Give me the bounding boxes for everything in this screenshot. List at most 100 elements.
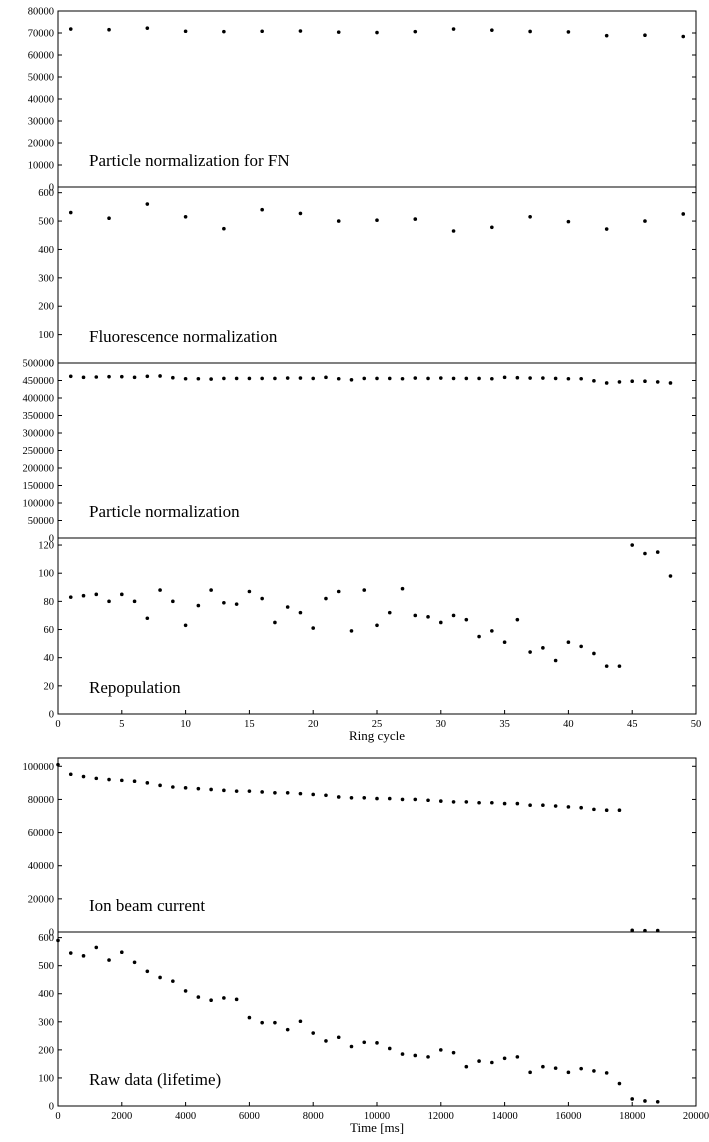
data-point — [375, 623, 379, 628]
data-point — [439, 799, 443, 803]
y-tick-label: 40 — [44, 653, 55, 664]
data-point — [604, 227, 609, 231]
data-point — [528, 376, 532, 380]
data-point — [81, 375, 86, 380]
data-point — [183, 786, 188, 790]
y-tick-label: 450000 — [23, 376, 55, 387]
data-point — [222, 29, 226, 34]
data-point — [490, 800, 494, 805]
data-point — [260, 207, 264, 212]
y-tick-label: 500 — [38, 217, 54, 228]
data-point — [94, 945, 99, 950]
data-point — [298, 1019, 303, 1024]
data-point — [464, 376, 469, 381]
data-point — [209, 588, 213, 592]
y-tick-label: 100 — [38, 1073, 54, 1084]
data-point — [579, 805, 583, 810]
data-point — [349, 378, 354, 382]
data-point — [502, 375, 507, 380]
data-point — [107, 958, 111, 962]
data-point — [630, 379, 634, 384]
x-axis-label: Ring cycle — [349, 728, 405, 743]
panel-title: Ion beam current — [89, 896, 205, 915]
data-point — [541, 646, 545, 650]
y-tick-label: 50000 — [28, 516, 54, 527]
data-point — [362, 376, 367, 381]
data-point — [528, 650, 532, 654]
data-point — [528, 1070, 532, 1075]
y-tick-label: 0 — [49, 710, 54, 721]
data-point — [515, 1055, 520, 1059]
data-point — [132, 599, 137, 604]
y-tick-label: 500 — [38, 961, 54, 972]
data-point — [132, 375, 137, 380]
data-point — [56, 938, 60, 943]
y-tick-label: 30000 — [28, 117, 54, 128]
data-point — [477, 1059, 481, 1063]
x-tick-label: 4000 — [175, 1111, 196, 1122]
data-point — [171, 979, 175, 983]
data-point — [566, 1070, 571, 1075]
y-tick-label: 20000 — [28, 139, 54, 150]
data-point — [477, 376, 481, 381]
data-point — [668, 574, 673, 578]
data-point — [617, 380, 622, 384]
data-point — [222, 600, 226, 605]
data-point — [120, 592, 124, 597]
y-tick-label: 200000 — [23, 464, 55, 475]
data-point — [56, 762, 60, 767]
data-point — [209, 377, 213, 381]
data-point — [298, 791, 303, 796]
data-point — [375, 1041, 379, 1045]
data-point — [120, 374, 124, 379]
data-point — [324, 375, 328, 380]
data-point — [655, 1099, 660, 1104]
data-point — [336, 376, 341, 381]
data-point — [566, 30, 571, 34]
y-tick-label: 80000 — [28, 7, 54, 18]
data-point — [260, 376, 264, 381]
y-tick-label: 50000 — [28, 73, 54, 84]
data-point — [528, 29, 532, 34]
data-point — [541, 1064, 545, 1069]
data-point — [209, 787, 213, 792]
data-point — [336, 30, 341, 34]
data-point — [285, 791, 290, 795]
data-point — [604, 1071, 609, 1075]
y-tick-label: 300 — [38, 1017, 54, 1028]
y-tick-label: 300000 — [23, 429, 55, 440]
data-point — [515, 801, 520, 806]
y-tick-label: 100 — [38, 330, 54, 341]
data-point — [158, 975, 162, 980]
data-point — [362, 1040, 367, 1045]
x-tick-label: 16000 — [555, 1111, 581, 1122]
data-point — [234, 997, 239, 1002]
data-point — [298, 376, 303, 380]
data-point — [94, 592, 99, 597]
y-tick-label: 100 — [38, 569, 54, 580]
data-point — [451, 229, 456, 233]
data-point — [541, 376, 545, 380]
data-point — [273, 1020, 277, 1025]
data-point — [439, 376, 443, 380]
y-tick-label: 250000 — [23, 446, 55, 457]
y-tick-label: 100000 — [23, 499, 55, 510]
data-point — [311, 626, 316, 630]
data-point — [349, 795, 354, 800]
y-tick-label: 200 — [38, 302, 54, 313]
data-point — [528, 803, 532, 808]
data-point — [68, 951, 73, 955]
y-tick-label: 40000 — [28, 95, 54, 106]
data-point — [171, 375, 175, 380]
y-tick-label: 0 — [49, 183, 54, 194]
y-tick-label: 70000 — [28, 29, 54, 40]
data-point — [196, 376, 201, 381]
data-point — [413, 1053, 418, 1058]
data-point — [234, 789, 239, 793]
data-point — [515, 375, 520, 380]
data-point — [566, 376, 571, 381]
panel-title: Raw data (lifetime) — [89, 1070, 221, 1089]
panel-title: Fluorescence normalization — [89, 327, 278, 346]
data-point — [592, 379, 596, 383]
